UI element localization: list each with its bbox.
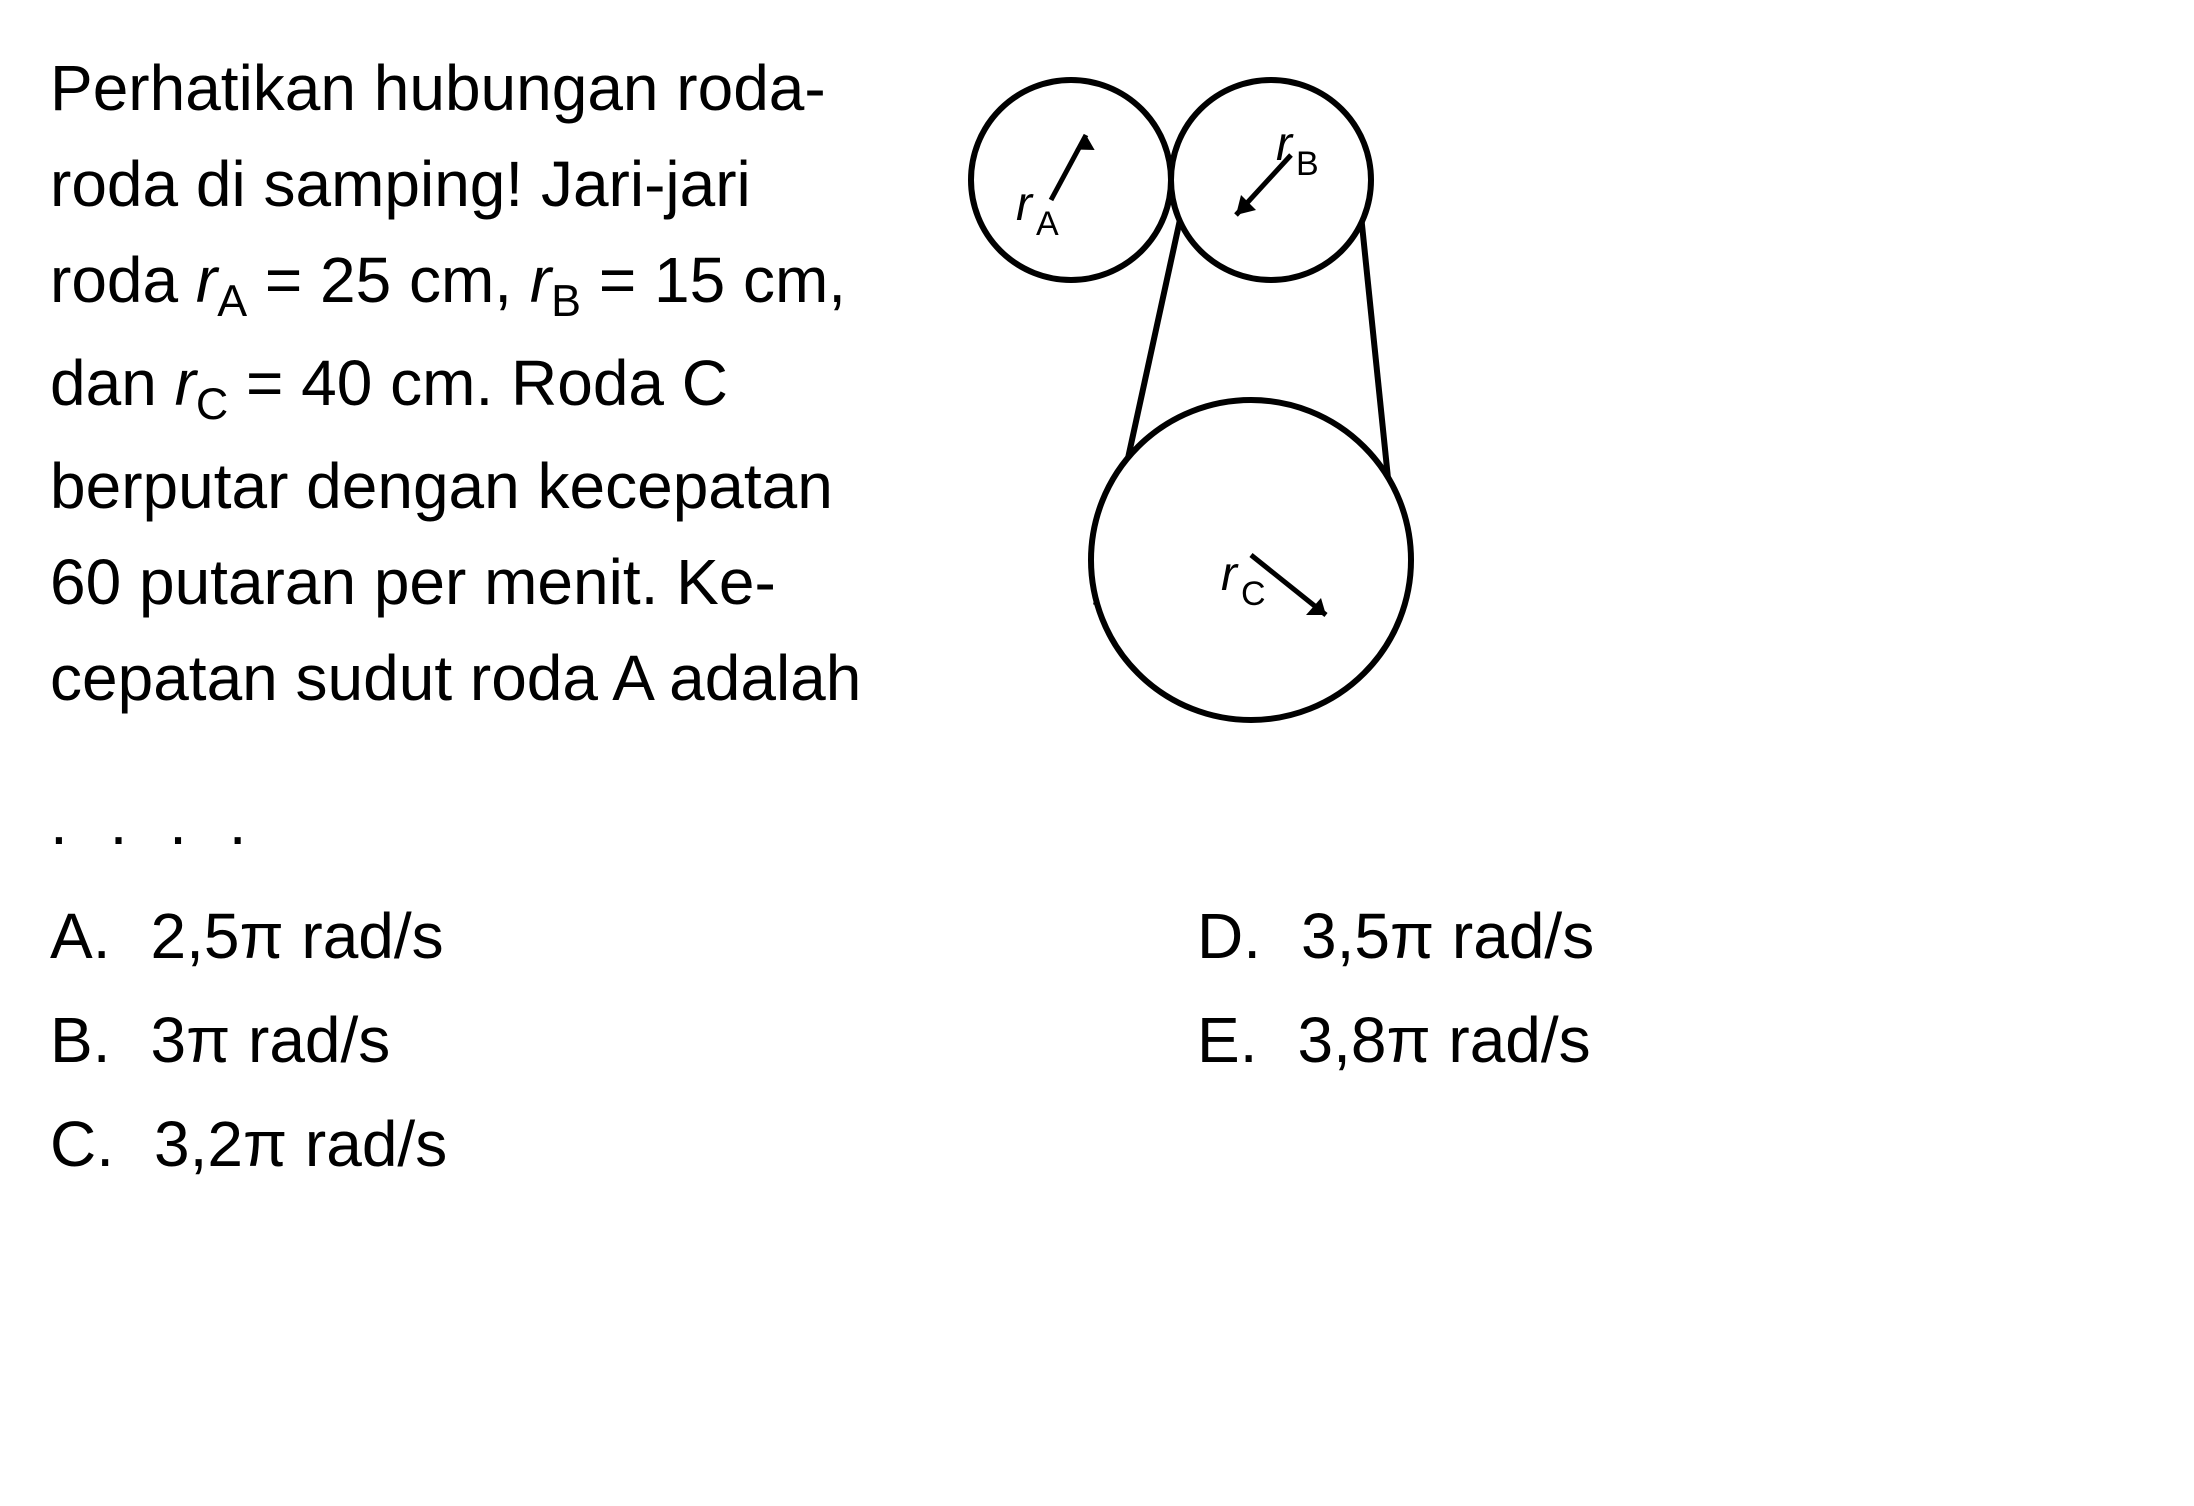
label-rb: r <box>1276 118 1294 171</box>
option-e: E. 3,8π rad/s <box>1197 1003 2144 1077</box>
question-line3-part1: roda <box>50 244 196 316</box>
question-line3-rB: r <box>530 244 551 316</box>
circle-a <box>971 80 1171 280</box>
option-b-text: 3π rad/s <box>150 1003 390 1077</box>
label-rc: r <box>1221 548 1239 601</box>
label-ra-sub: A <box>1036 205 1059 243</box>
option-e-text: 3,8π rad/s <box>1297 1003 1590 1077</box>
option-d: D. 3,5π rad/s <box>1197 899 2144 973</box>
label-rb-sub: B <box>1296 145 1319 183</box>
main-container: Perhatikan hubungan roda- roda di sampin… <box>50 40 2144 1181</box>
question-line4-subC: C <box>196 379 228 429</box>
label-ra: r <box>1016 178 1034 231</box>
question-line4-part1: dan <box>50 347 175 419</box>
option-b: B. 3π rad/s <box>50 1003 997 1077</box>
option-c-text: 3,2π rad/s <box>154 1107 447 1181</box>
option-a-text: 2,5π rad/s <box>150 899 443 973</box>
options-container: A. 2,5π rad/s D. 3,5π rad/s B. 3π rad/s … <box>50 899 2144 1181</box>
option-c: C. 3,2π rad/s <box>50 1107 997 1181</box>
question-line3-part2: = 25 cm, <box>247 244 530 316</box>
option-a: A. 2,5π rad/s <box>50 899 997 973</box>
question-line1: Perhatikan hubungan roda- <box>50 52 826 124</box>
question-text: Perhatikan hubungan roda- roda di sampin… <box>50 40 861 726</box>
label-rc-sub: C <box>1241 575 1266 613</box>
option-b-letter: B. <box>50 1003 110 1077</box>
question-line4-rC: r <box>175 347 196 419</box>
option-a-letter: A. <box>50 899 110 973</box>
question-line2: roda di samping! Jari-jari <box>50 148 751 220</box>
option-d-letter: D. <box>1197 899 1261 973</box>
circle-c <box>1091 400 1411 720</box>
question-line3-part3: = 15 cm, <box>581 244 846 316</box>
ellipsis-dots: . . . . <box>50 785 2144 859</box>
question-line4-part2: = 40 cm. Roda C <box>228 347 728 419</box>
option-e-letter: E. <box>1197 1003 1257 1077</box>
option-d-text: 3,5π rad/s <box>1301 899 1594 973</box>
wheel-diagram: r A r B r C <box>921 60 1471 760</box>
question-line3-subA: A <box>217 276 247 326</box>
question-line3-subB: B <box>551 276 581 326</box>
option-c-letter: C. <box>50 1107 114 1181</box>
diagram-container: r A r B r C <box>921 60 1471 765</box>
question-line3-rA: r <box>196 244 217 316</box>
question-line7: cepatan sudut roda A adalah <box>50 642 861 714</box>
question-line6: 60 putaran per menit. Ke- <box>50 546 776 618</box>
question-line5: berputar dengan kecepatan <box>50 450 833 522</box>
top-section: Perhatikan hubungan roda- roda di sampin… <box>50 40 2144 765</box>
